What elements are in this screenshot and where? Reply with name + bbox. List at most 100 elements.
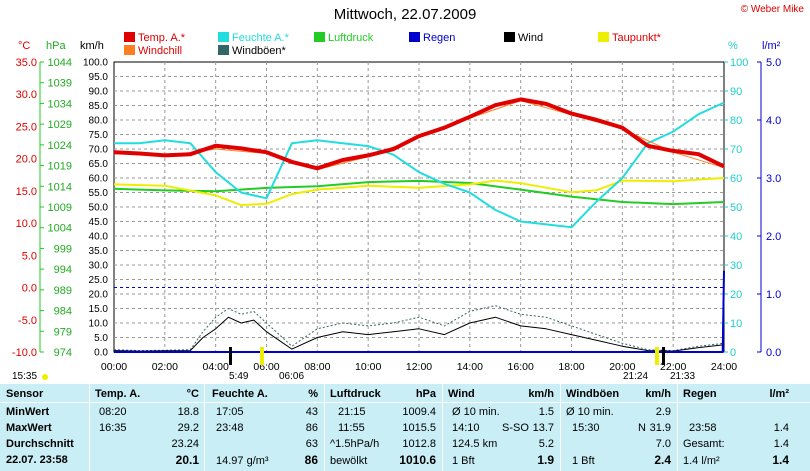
legend-label-dewpoint: Taupunkt* [612,32,661,44]
legend-item-pressure: Luftdruck [314,32,373,44]
table-row-labels: Sensor MinWert MaxWert Durchschnitt 22.0… [6,384,90,471]
humidity-max-time: 23:48 [216,422,244,434]
legend-swatch-temp [124,32,135,42]
temp-current: 20.1 [175,453,199,467]
humidity-tick-label: 90 [730,86,742,98]
table-column-separator [324,384,325,471]
rain-current: 1.4 [772,453,789,467]
pressure-avg: 1012.8 [402,438,436,450]
pressure-tick-label: 1034 [48,98,72,110]
rain-tick-label: 3.0 [766,173,781,185]
temp-tick-label: 20.0 [16,154,37,166]
humidity-tick-label: 60 [730,173,742,185]
legend-label-temp: Temp. A.* [138,32,186,44]
sunset-sun-marker [655,347,659,365]
pressure-tick-label: 1039 [48,78,72,90]
pressure-tick-label: 979 [54,326,72,338]
row-label-current: 22.07. 23:58 [6,454,68,466]
temp-tick-label: 5.0 [22,250,37,262]
sun-markers [42,347,665,380]
gusts-header: Windböen [566,388,620,400]
legend-swatch-humidity [218,32,229,42]
pressure-forecast: bewölkt [330,455,368,467]
legend-item-temp: Temp. A.* [124,32,185,44]
pressure-min-time: 21:15 [338,406,366,418]
table-header-separator [0,402,810,403]
wind-distance: 124.5 km [452,438,498,450]
temp-min: 18.8 [177,406,199,418]
sunset-marker [662,347,665,365]
wind-min: 1.5 [538,406,554,418]
wind-tick-label: 30.0 [89,261,109,272]
rain-max: 1.4 [773,422,789,434]
x-tick-label: 04:00 [203,361,229,373]
wind-min-label: Ø 10 min. [452,406,500,418]
x-tick-label: 18:00 [558,361,584,373]
series-luftdruck [113,179,725,206]
wind-max: 13.7 [532,422,554,434]
axis-unit-wind: km/h [80,40,104,52]
series-taupunkt [113,177,725,207]
legend-swatch-gusts [218,45,229,55]
rain-tick-label: 1.0 [766,289,781,301]
wind-tick-label: 15.0 [89,304,109,315]
rain-max-time: 23:58 [689,422,717,434]
series-layer [113,97,725,353]
pressure-tick-label: 1009 [48,202,72,214]
humidity-min: 43 [305,406,318,418]
rain-unit: l/m² [769,388,789,400]
legend-item-humidity: Feuchte A.* [218,32,289,44]
humidity-unit: % [308,388,318,400]
axis-unit-rain: l/m² [762,40,781,52]
pressure-max-time: 11:55 [338,422,365,434]
legend-swatch-windchill [124,45,135,55]
humidity-tick-label: 40 [730,231,742,243]
pressure-tick-label: 1014 [48,181,72,193]
temp-avg: 23.24 [171,438,199,450]
legend-swatch-pressure [314,32,325,42]
temp-header: Temp. A. [95,388,141,400]
rain-tick-label: 4.0 [766,115,781,127]
legend-label-humidity: Feuchte A.* [232,32,289,44]
humidity-tick-label: 20 [730,289,742,301]
sunrise-sun-marker [260,347,264,365]
humidity-tick-label: 50 [730,202,742,214]
x-tick-label: 10:00 [355,361,381,373]
wind-tick-label: 70.0 [89,145,109,156]
x-tick-label: 16:00 [508,361,534,373]
humidity-tick-label: 70 [730,144,742,156]
table-column-separator [442,384,443,471]
legend-label-wind: Wind [518,32,544,44]
humidity-header: Feuchte A. [212,388,268,400]
pressure-tick-label: 1019 [48,161,72,173]
weather-chart: 100.095.090.085.080.075.070.065.060.055.… [12,57,781,380]
sunrise-time-2: 06:06 [279,371,305,382]
humidity-tick-label: 10 [730,318,742,330]
pressure-tick-label: 999 [54,243,72,255]
rain-tick-label: 2.0 [766,231,781,243]
wind-current: 1.9 [537,453,554,467]
row-label-max: MaxWert [6,422,52,434]
wind-tick-label: 60.0 [89,174,109,185]
wind-tick-label: 55.0 [89,188,109,199]
temp-tick-label: 35.0 [16,57,37,69]
x-tick-label: 06:00 [253,361,279,373]
wind-tick-label: 10.0 [89,319,109,330]
table-column-separator [560,384,561,471]
wind-tick-label: 40.0 [89,232,109,243]
temp-tick-label: -10.0 [12,347,37,359]
pressure-tick-label: 989 [54,285,72,297]
sun-dot-icon [42,374,48,380]
pressure-tick-label: 1024 [48,140,72,152]
humidity-tick-label: 80 [730,115,742,127]
pressure-min: 1009.4 [402,406,436,418]
temp-tick-label: 10.0 [16,218,37,230]
legend-swatch-dewpoint [598,32,609,42]
legend-label-pressure: Luftdruck [328,32,374,44]
wind-tick-label: 0.0 [94,348,108,359]
table-col-gusts: Windböen km/h Ø 10 min. 2.9 15:30 N 31.9… [566,384,671,471]
temp-tick-label: 15.0 [16,186,37,198]
gusts-beaufort: 1 Bft [572,455,595,467]
humidity-tick-label: 30 [730,260,742,272]
gusts-min: 2.9 [655,406,671,418]
